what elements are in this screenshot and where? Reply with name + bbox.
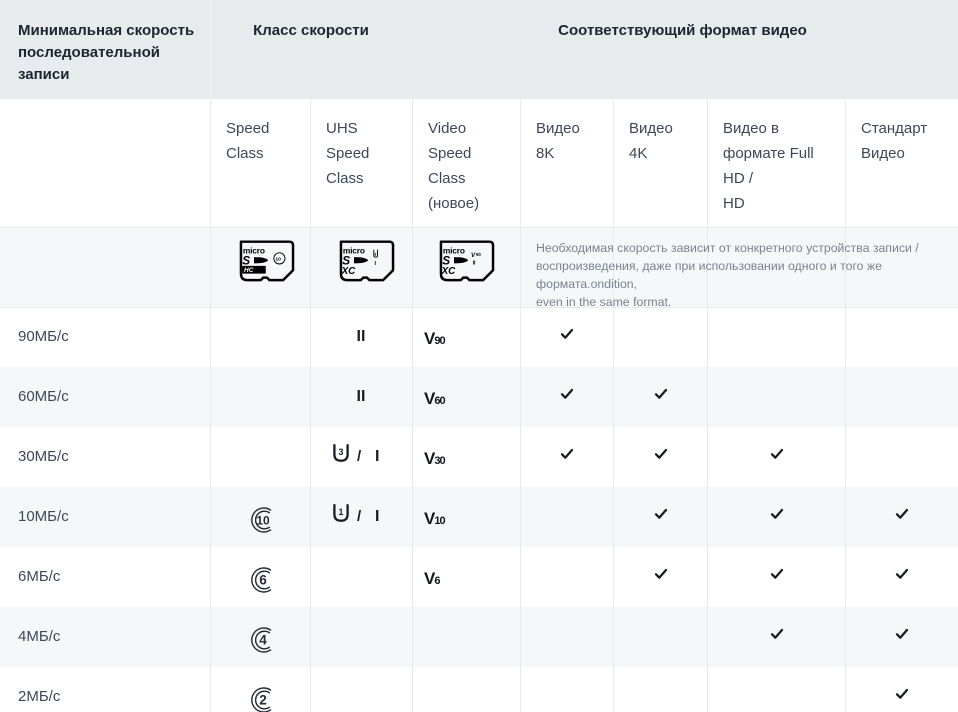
svg-text:4: 4 [259, 632, 267, 647]
svg-text:micro: micro [243, 245, 265, 255]
svg-text:90: 90 [476, 252, 481, 257]
svg-text:XC: XC [441, 266, 457, 277]
svg-text:II: II [473, 261, 476, 267]
svg-text:2: 2 [259, 692, 267, 707]
svg-text:XC: XC [341, 266, 357, 277]
svg-text:10: 10 [275, 256, 281, 262]
svg-text:I: I [374, 261, 376, 267]
svg-text:micro: micro [343, 245, 365, 255]
svg-text:1: 1 [339, 507, 344, 517]
svg-text:6: 6 [259, 572, 267, 587]
svg-text:S: S [242, 255, 250, 268]
svg-text:10: 10 [256, 513, 270, 527]
svg-text:3: 3 [374, 251, 377, 256]
svg-text:V: V [471, 252, 476, 259]
svg-text:micro: micro [443, 245, 465, 255]
svg-text:3: 3 [339, 447, 344, 457]
svg-text:HC: HC [244, 267, 254, 274]
